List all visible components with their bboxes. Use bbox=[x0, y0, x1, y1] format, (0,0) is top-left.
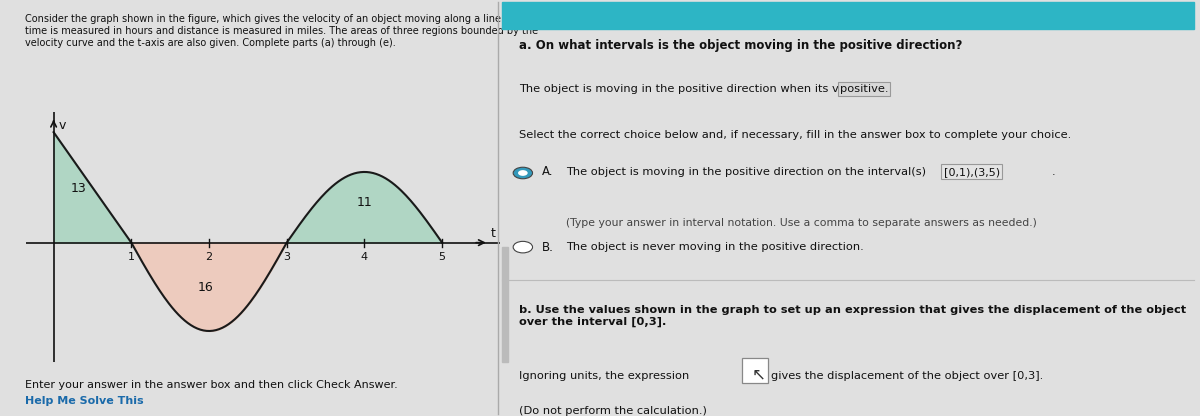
Text: 13: 13 bbox=[71, 182, 86, 195]
Circle shape bbox=[514, 167, 533, 179]
Text: 5: 5 bbox=[439, 253, 445, 262]
Text: a. On what intervals is the object moving in the positive direction?: a. On what intervals is the object movin… bbox=[520, 39, 962, 52]
Text: A.: A. bbox=[542, 165, 553, 178]
Text: .: . bbox=[1052, 167, 1056, 177]
Circle shape bbox=[518, 170, 528, 176]
Text: ↖: ↖ bbox=[751, 366, 766, 384]
Circle shape bbox=[514, 241, 533, 253]
Text: 1: 1 bbox=[128, 253, 134, 262]
Text: B.: B. bbox=[542, 240, 554, 254]
Text: Ignoring units, the expression: Ignoring units, the expression bbox=[520, 371, 690, 381]
Text: The object is moving in the positive direction on the interval(s): The object is moving in the positive dir… bbox=[565, 167, 925, 177]
Text: (Do not perform the calculation.): (Do not perform the calculation.) bbox=[520, 406, 707, 416]
Text: 11: 11 bbox=[356, 196, 372, 209]
Text: v: v bbox=[59, 119, 66, 132]
Text: (Type your answer in interval notation. Use a comma to separate answers as neede: (Type your answer in interval notation. … bbox=[565, 218, 1037, 228]
Text: [0,1),(3,5): [0,1),(3,5) bbox=[943, 167, 1000, 177]
Text: t: t bbox=[491, 228, 496, 240]
FancyBboxPatch shape bbox=[742, 358, 768, 384]
Text: Help Me Solve This: Help Me Solve This bbox=[25, 396, 144, 406]
Bar bbox=[502, 2, 1194, 29]
Text: Enter your answer in the answer box and then click Check Answer.: Enter your answer in the answer box and … bbox=[25, 380, 398, 390]
Text: 3: 3 bbox=[283, 253, 290, 262]
Bar bbox=[502, 247, 508, 362]
Text: Select the correct choice below and, if necessary, fill in the answer box to com: Select the correct choice below and, if … bbox=[520, 130, 1072, 140]
Text: Consider the graph shown in the figure, which gives the velocity of an object mo: Consider the graph shown in the figure, … bbox=[25, 15, 546, 48]
Text: The object is never moving in the positive direction.: The object is never moving in the positi… bbox=[565, 242, 864, 252]
Text: 4: 4 bbox=[361, 253, 368, 262]
Text: 2: 2 bbox=[205, 253, 212, 262]
Text: 16: 16 bbox=[197, 281, 212, 294]
Text: gives the displacement of the object over [0,3].: gives the displacement of the object ove… bbox=[770, 371, 1043, 381]
Text: The object is moving in the positive direction when its velocity is: The object is moving in the positive dir… bbox=[520, 84, 890, 94]
Text: b. Use the values shown in the graph to set up an expression that gives the disp: b. Use the values shown in the graph to … bbox=[520, 305, 1187, 327]
Text: positive.: positive. bbox=[840, 84, 888, 94]
